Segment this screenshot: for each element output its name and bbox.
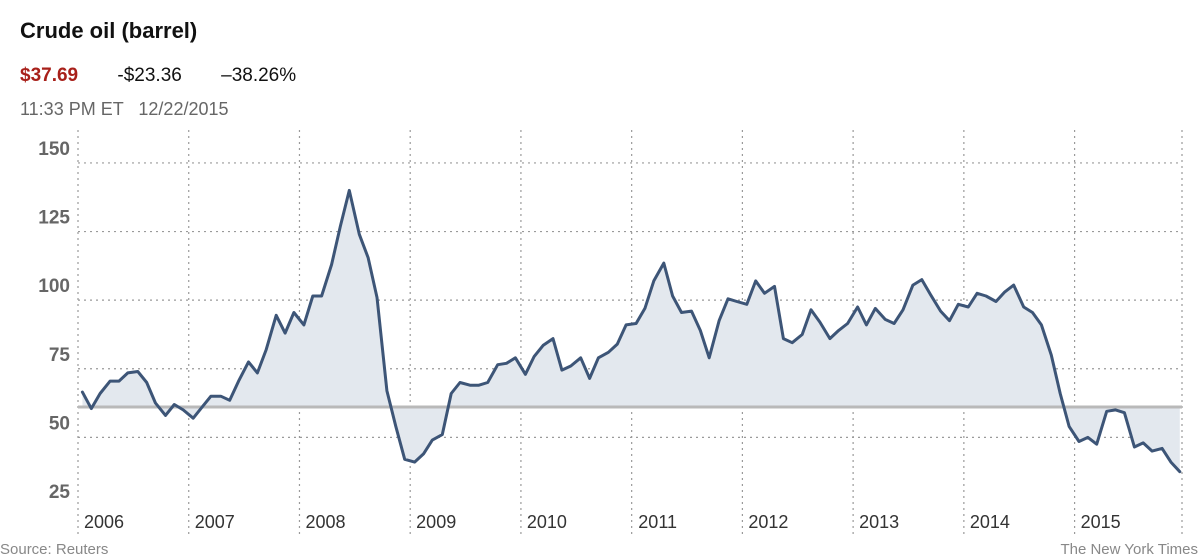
y-tick-label: 125	[38, 208, 70, 229]
area-fill	[82, 190, 1180, 472]
x-tick-label: 2013	[859, 512, 899, 532]
publisher-credit: The New York Times	[1060, 541, 1198, 558]
timestamp-date: 12/22/2015	[138, 99, 229, 119]
timestamp: 11:33 PM ET 12/22/2015	[20, 99, 229, 120]
x-tick-label: 2006	[84, 512, 124, 532]
price-change: -$23.36	[117, 65, 182, 86]
y-tick-label: 150	[38, 139, 70, 160]
x-tick-label: 2010	[527, 512, 567, 532]
x-tick-label: 2008	[305, 512, 345, 532]
price-change-percent: –38.26%	[221, 65, 297, 86]
line-layer	[80, 188, 1182, 474]
timestamp-time: 11:33 PM ET	[20, 99, 124, 119]
x-tick-label: 2014	[970, 512, 1010, 532]
y-tick-label: 50	[49, 413, 70, 434]
source-credit: Source: Reuters	[0, 541, 109, 558]
y-tick-label: 75	[49, 345, 71, 366]
x-tick-label: 2009	[416, 512, 456, 532]
price-series-line	[80, 188, 1182, 474]
chart-title: Crude oil (barrel)	[20, 18, 198, 43]
current-price: $37.69	[20, 65, 79, 86]
area-layer	[82, 190, 1180, 472]
x-tick-label: 2012	[748, 512, 788, 532]
y-axis: 25 50 75 100 125 150	[38, 139, 70, 503]
x-tick-label: 2015	[1081, 512, 1121, 532]
x-tick-label: 2007	[195, 512, 235, 532]
price-quote: $37.69 -$23.36 –38.26%	[20, 65, 296, 87]
y-tick-label: 25	[49, 482, 71, 503]
x-tick-label: 2011	[638, 512, 677, 532]
x-axis: 2006 2007 2008 2009 2010 2011 2012 2013 2014 2015	[84, 512, 1121, 532]
y-tick-label: 100	[38, 276, 70, 297]
